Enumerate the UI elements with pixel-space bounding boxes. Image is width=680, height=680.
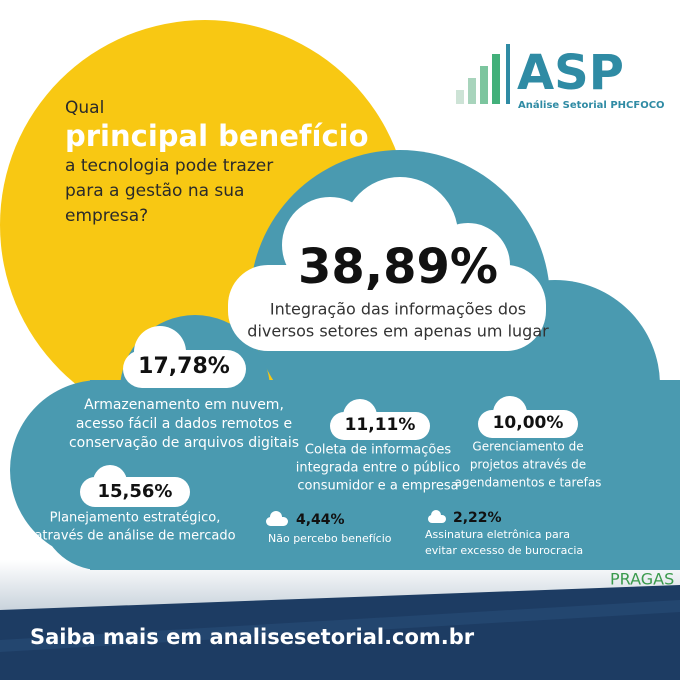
result-label: Assinatura eletrônica para xyxy=(425,528,570,541)
result-label: através de análise de mercado xyxy=(34,529,235,544)
result-label: Coleta de informações xyxy=(305,443,451,458)
result-label: projetos através de xyxy=(470,458,586,472)
result-value: 38,89% xyxy=(298,239,498,295)
result-label: acesso fácil a dados remotos e xyxy=(76,416,292,432)
logo-bars xyxy=(456,44,510,104)
result-label: conservação de arquivos digitais xyxy=(69,435,299,451)
cloud-3 xyxy=(478,396,578,438)
question-line: Qual xyxy=(65,98,104,118)
cloud-icon-6 xyxy=(428,510,446,523)
result-label: Planejamento estratégico, xyxy=(50,511,221,526)
result-value: 17,78% xyxy=(138,354,230,379)
result-value: 2,22% xyxy=(453,510,502,526)
result-label: evitar excesso de burocracia xyxy=(425,544,583,557)
result-label: agendamentos e tarefas xyxy=(455,476,602,490)
question-line: empresa? xyxy=(65,206,148,226)
question-line: principal benefício xyxy=(65,119,369,153)
cloud-icon-5 xyxy=(266,511,288,526)
logo-subtitle: Análise Setorial PHCFOCO xyxy=(518,99,665,111)
result-label: consumidor e a empresa xyxy=(297,479,458,494)
logo-name: ASP xyxy=(517,45,624,101)
cloud-2 xyxy=(330,399,430,440)
cloud-1 xyxy=(123,326,246,388)
question-line: a tecnologia pode trazer xyxy=(65,156,273,176)
main-cloud xyxy=(228,177,546,351)
question-line: para a gestão na sua xyxy=(65,181,244,201)
result-label: Armazenamento em nuvem, xyxy=(84,397,284,413)
result-label: diversos setores em apenas um lugar xyxy=(247,322,549,341)
cloud-4 xyxy=(80,465,190,507)
result-value: 10,00% xyxy=(493,413,564,433)
result-label: Gerenciamento de xyxy=(472,440,583,454)
partner-logo: PRAGAS xyxy=(610,570,674,589)
result-value: 11,11% xyxy=(345,415,416,435)
result-label: Não percebo benefício xyxy=(268,532,392,545)
result-value: 15,56% xyxy=(98,481,173,502)
result-label: Integração das informações dos xyxy=(270,300,526,319)
result-label: integrada entre o público xyxy=(296,461,461,476)
footer-text: Saiba mais em analisesetorial.com.br xyxy=(30,625,475,649)
footer-stripe xyxy=(0,600,680,652)
footer-band xyxy=(0,585,680,680)
result-value: 4,44% xyxy=(296,512,345,528)
